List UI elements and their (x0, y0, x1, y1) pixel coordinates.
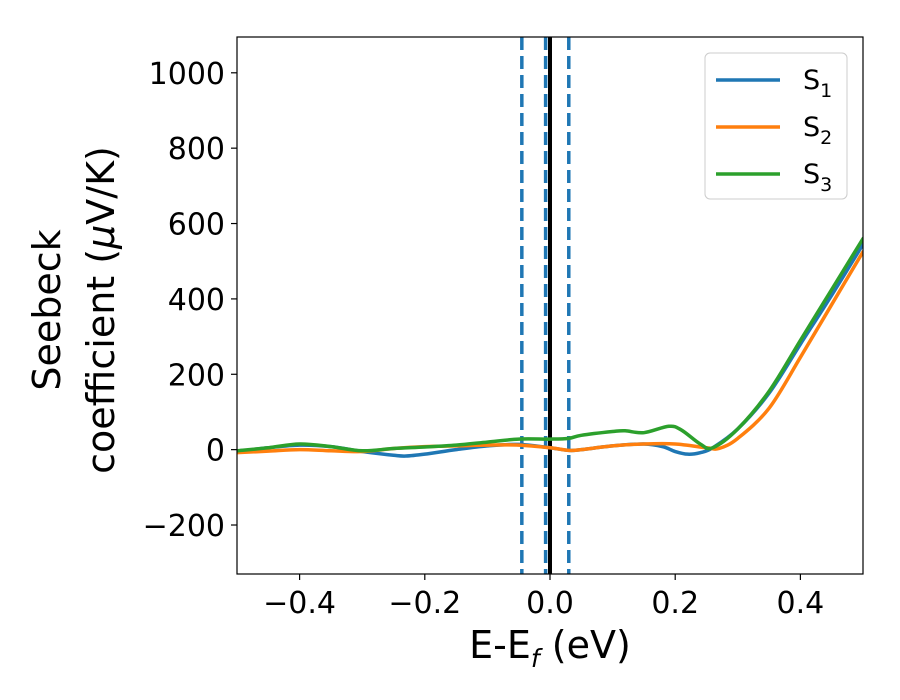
y-axis-label-pre: coefficient ( (79, 249, 123, 474)
x-tick-label: −0.2 (388, 586, 461, 621)
y-tick-label: 0 (206, 434, 225, 469)
x-tick-label: −0.4 (263, 586, 336, 621)
y-tick-label: 600 (168, 208, 225, 243)
y-axis-label-post: V/K) (79, 146, 123, 225)
x-tick-label: 0.2 (651, 586, 699, 621)
y-tick-label: 800 (168, 132, 225, 167)
y-tick-label: 400 (168, 283, 225, 318)
legend-label-subscript: 3 (820, 174, 832, 196)
reference-lines (520, 37, 571, 574)
x-tick-label: 0.0 (526, 586, 574, 621)
legend-label-subscript: 2 (820, 127, 832, 149)
legend-label-main: S (803, 65, 820, 96)
y-axis-label: Seebeck coefficient (μV/K) (25, 146, 123, 474)
y-tick-label: 200 (168, 358, 225, 393)
y-axis-label-mu: μ (79, 225, 123, 250)
x-axis-label: E-Ef (eV) (469, 623, 631, 673)
x-axis-ticks: −0.4 −0.2 0.0 0.2 0.4 (263, 574, 824, 621)
y-tick-label: −200 (143, 509, 225, 544)
x-axis-label-unit: (eV) (540, 623, 631, 667)
y-axis-ticks: −200 0 200 400 600 800 1000 (143, 57, 237, 544)
y-tick-label: 1000 (149, 57, 225, 92)
series-lines (237, 236, 863, 458)
y-axis-label-line2: coefficient (μV/K) (79, 146, 123, 474)
series-line-s3 (237, 236, 863, 453)
y-axis-label-line1: Seebeck (25, 229, 69, 390)
legend-label-subscript: 1 (820, 80, 832, 102)
legend-label: S3 (803, 159, 832, 196)
legend-label-main: S (803, 112, 820, 143)
x-axis-label-main: E-E (469, 623, 531, 667)
x-tick-label: 0.4 (777, 586, 825, 621)
legend-label: S2 (803, 112, 832, 149)
legend-label: S1 (803, 65, 832, 102)
legend-label-main: S (803, 159, 820, 190)
